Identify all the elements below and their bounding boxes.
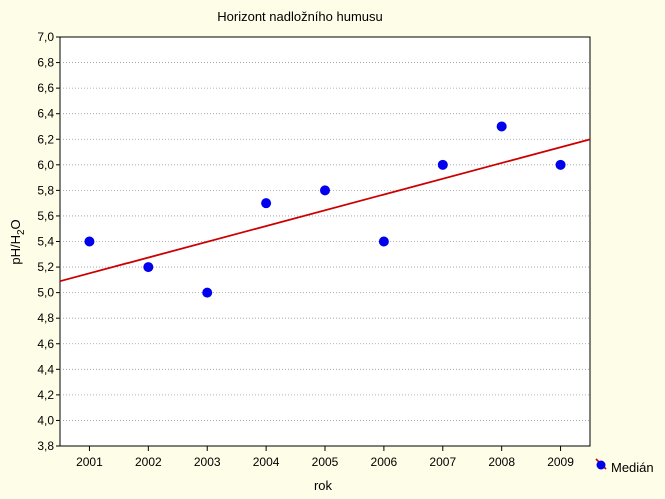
y-tick-label: 5,0 bbox=[37, 286, 54, 300]
y-tick-label: 5,8 bbox=[37, 183, 54, 197]
y-axis-label-base: pH/H bbox=[8, 235, 23, 265]
data-points bbox=[84, 121, 566, 298]
y-tick-label: 6,0 bbox=[37, 158, 54, 172]
y-tick-label: 5,6 bbox=[37, 209, 54, 223]
y-axis-label-subscript: 2 bbox=[16, 229, 27, 235]
y-tick-label: 4,4 bbox=[37, 362, 54, 376]
data-point-2009 bbox=[555, 159, 566, 170]
y-tick-label: 4,8 bbox=[37, 311, 54, 325]
data-point-2008 bbox=[496, 121, 507, 132]
legend: Medián bbox=[595, 458, 654, 475]
legend-point-swatch bbox=[596, 460, 606, 470]
x-tick-label: 2008 bbox=[488, 455, 515, 469]
y-tick-label: 5,2 bbox=[37, 260, 54, 274]
x-tick-label: 2003 bbox=[194, 455, 221, 469]
legend-entry-median: Medián bbox=[611, 460, 654, 475]
y-tick-label: 4,2 bbox=[37, 388, 54, 402]
x-tick-label: 2004 bbox=[253, 455, 280, 469]
data-point-2001 bbox=[84, 236, 95, 247]
y-tick-label: 6,2 bbox=[37, 132, 54, 146]
x-tick-label: 2009 bbox=[547, 455, 574, 469]
data-point-2004 bbox=[261, 198, 272, 209]
y-tick-label: 4,0 bbox=[37, 413, 54, 427]
x-axis-ticks: 2001 2002 2003 2004 2005 2006 2007 2008 2009 bbox=[76, 446, 574, 469]
trend-line bbox=[59, 138, 591, 283]
y-axis-ticks: 3,8 4,0 4,2 4,4 4,6 4,8 5,0 5,2 5,4 5,6 5,8 6,0 6,2 6… bbox=[37, 30, 60, 453]
x-axis-label: rok bbox=[314, 478, 333, 493]
y-tick-label: 7,0 bbox=[37, 30, 54, 44]
data-point-2007 bbox=[437, 159, 448, 170]
y-tick-label: 6,6 bbox=[37, 81, 54, 95]
data-point-2005 bbox=[320, 185, 330, 196]
y-tick-label: 6,4 bbox=[37, 107, 54, 121]
y-tick-label: 4,6 bbox=[37, 337, 54, 351]
y-tick-label: 6,8 bbox=[37, 56, 54, 70]
data-point-2003 bbox=[202, 287, 213, 298]
x-tick-label: 2001 bbox=[76, 455, 103, 469]
x-tick-label: 2002 bbox=[135, 455, 162, 469]
chart-title: Horizont nadložního humusu bbox=[217, 9, 383, 24]
data-point-2006 bbox=[378, 236, 389, 247]
x-tick-label: 2006 bbox=[371, 455, 398, 469]
x-tick-label: 2005 bbox=[312, 455, 339, 469]
x-tick-label: 2007 bbox=[429, 455, 456, 469]
y-tick-label: 3,8 bbox=[37, 439, 54, 453]
data-point-2002 bbox=[143, 262, 154, 273]
y-tick-label: 5,4 bbox=[37, 235, 54, 249]
trend-layer bbox=[59, 138, 591, 283]
y-axis-label: pH/H2O bbox=[8, 219, 27, 264]
y-axis-label-suffix: O bbox=[8, 219, 23, 229]
